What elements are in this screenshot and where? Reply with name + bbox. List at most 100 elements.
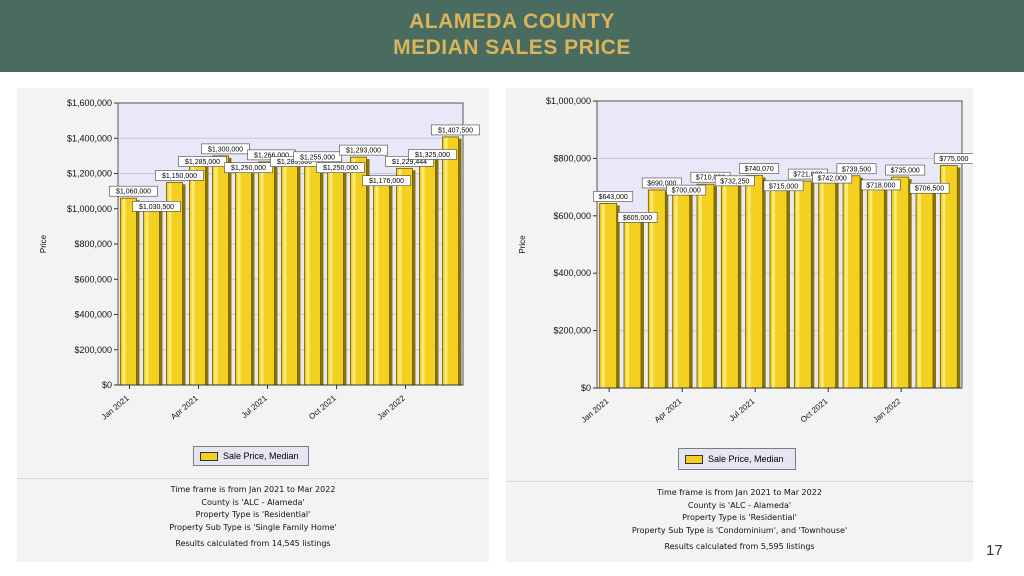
bar-highlight xyxy=(398,169,402,385)
data-label: $739,500 xyxy=(842,166,871,173)
legend-label: Sale Price, Median xyxy=(223,451,299,461)
data-label: $1,250,000 xyxy=(323,165,358,172)
bar-highlight xyxy=(699,185,703,388)
data-label: $643,000 xyxy=(599,194,628,201)
bar-highlight xyxy=(145,204,149,385)
bar-highlight xyxy=(260,162,264,385)
bar-highlight xyxy=(918,186,922,388)
bar-shade xyxy=(411,170,416,385)
data-label: $1,176,000 xyxy=(369,178,404,185)
data-label-box xyxy=(293,151,342,163)
y-tick-label: $800,000 xyxy=(553,153,591,163)
data-label: $1,300,000 xyxy=(208,146,243,153)
bar-shade xyxy=(883,183,888,388)
bar-highlight xyxy=(626,215,630,388)
chart-notes: Time frame is from Jan 2021 to Mar 2022 … xyxy=(17,484,489,551)
y-tick-label: $1,000,000 xyxy=(67,204,112,214)
data-label: $605,000 xyxy=(623,215,652,222)
y-axis-title: Price xyxy=(518,235,527,254)
bar-shade xyxy=(931,187,936,388)
note-timeframe: Time frame is from Jan 2021 to Mar 2022 xyxy=(657,488,822,497)
data-label-box xyxy=(860,179,901,191)
data-label-box xyxy=(155,170,204,181)
bar-shade xyxy=(227,157,232,385)
bar-shade xyxy=(737,179,742,388)
bar-shade xyxy=(761,177,766,388)
slide-title-line2: MEDIAN SALES PRICE xyxy=(393,36,631,59)
slide-header: ALAMEDA COUNTY MEDIAN SALES PRICE xyxy=(0,0,1024,72)
bar-highlight xyxy=(869,182,873,388)
bar-shade xyxy=(342,166,347,385)
data-label-box xyxy=(836,163,877,175)
data-label: $740,070 xyxy=(745,166,774,173)
data-label: $1,150,000 xyxy=(162,173,197,180)
bar-highlight xyxy=(306,164,310,385)
data-label-box xyxy=(316,162,365,173)
bar-highlight xyxy=(942,166,946,388)
y-tick-label: $200,000 xyxy=(553,326,591,336)
x-tick-label: Apr 2021 xyxy=(169,393,200,421)
x-tick-label: Apr 2021 xyxy=(653,396,684,424)
note-timeframe: Time frame is from Jan 2021 to Mar 2022 xyxy=(170,485,336,494)
bar-shade xyxy=(273,163,278,385)
x-tick-label: Jul 2021 xyxy=(727,396,756,423)
bar-shade xyxy=(858,177,863,388)
bar-highlight xyxy=(237,165,241,385)
data-label-box xyxy=(933,153,973,164)
chart-notes: Time frame is from Jan 2021 to Mar 2022 … xyxy=(506,487,973,554)
bar-shade xyxy=(615,205,620,388)
y-tick-label: $1,400,000 xyxy=(67,133,112,143)
data-label: $718,000 xyxy=(866,182,895,189)
bar-highlight xyxy=(329,165,333,385)
bar-shade xyxy=(810,183,815,388)
bar-highlight xyxy=(283,159,287,385)
legend-swatch xyxy=(200,451,218,461)
bar-highlight xyxy=(122,199,126,385)
bar-shade xyxy=(639,216,644,388)
data-label: $721,000 xyxy=(793,172,822,179)
data-label: $715,000 xyxy=(769,183,798,190)
bar-shade xyxy=(785,184,790,388)
bar-highlight xyxy=(893,178,897,388)
y-tick-label: $0 xyxy=(102,380,112,390)
data-label: $1,285,000 xyxy=(185,159,220,166)
data-label: $1,250,000 xyxy=(231,165,266,172)
data-label-box xyxy=(132,201,181,212)
data-label: $1,266,000 xyxy=(254,152,289,159)
bar-highlight xyxy=(845,176,849,388)
data-label: $700,000 xyxy=(672,188,701,195)
data-label: $732,250 xyxy=(720,178,749,185)
panel-divider xyxy=(17,478,489,479)
bar-shade xyxy=(158,205,163,385)
data-label: $1,293,000 xyxy=(346,148,381,155)
y-tick-label: $1,200,000 xyxy=(67,169,112,179)
bar-highlight xyxy=(375,178,379,385)
y-tick-label: $600,000 xyxy=(553,211,591,221)
bar-shade xyxy=(457,138,462,385)
note-property-subtype: Property Sub Type is 'Condominium', and … xyxy=(631,525,848,535)
data-label: $690,000 xyxy=(647,180,676,187)
bar-highlight xyxy=(421,152,425,385)
y-tick-label: $600,000 xyxy=(74,274,112,284)
data-label-box xyxy=(909,182,950,194)
y-tick-label: $400,000 xyxy=(74,310,112,320)
data-label: $1,229,444 xyxy=(392,159,427,166)
data-label: $1,060,000 xyxy=(116,189,151,196)
y-tick-label: $800,000 xyxy=(74,239,112,249)
chart-legend: Sale Price, Median xyxy=(678,448,796,470)
x-tick-label: Oct 2021 xyxy=(799,396,830,424)
data-label: $1,325,000 xyxy=(415,152,450,159)
bar-shade xyxy=(388,179,393,385)
data-label: $735,000 xyxy=(891,168,920,175)
data-label: $1,285,000 xyxy=(277,159,312,166)
data-label-box xyxy=(593,191,634,202)
data-label-box xyxy=(641,177,682,189)
note-county: County is 'ALC - Alameda' xyxy=(201,497,305,507)
chart-panel-condo-townhouse: $0 $200,000 $400,000 $600,000 $800,000 $1,000… xyxy=(506,88,973,562)
legend-swatch xyxy=(685,454,703,464)
y-tick-label: $0 xyxy=(581,383,591,393)
x-tick-label: Jul 2021 xyxy=(240,393,269,420)
note-property-subtype: Property Sub Type is 'Single Family Home… xyxy=(169,522,337,532)
bar-highlight xyxy=(772,183,776,388)
bar-shade xyxy=(688,189,693,388)
